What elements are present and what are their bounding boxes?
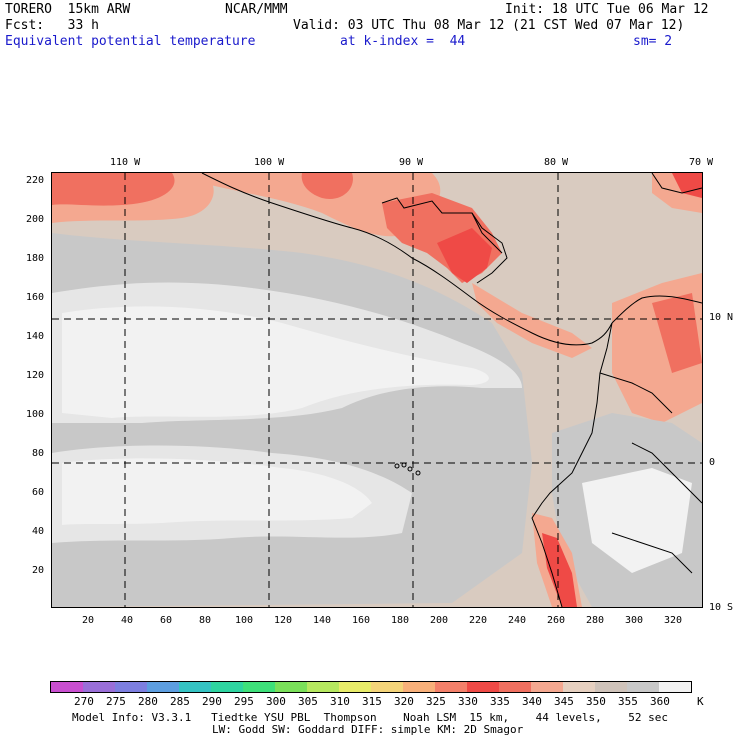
- y-tick: 20: [32, 565, 45, 576]
- y-tick: 60: [32, 487, 45, 498]
- x-tick: 60: [160, 615, 173, 626]
- colorbar-swatch: [179, 682, 211, 692]
- colorbar-label: 360: [650, 695, 670, 708]
- colorbar-label: 290: [202, 695, 222, 708]
- x-tick: 120: [274, 615, 293, 626]
- lat-label-0: 0: [709, 457, 716, 468]
- organization: NCAR/MMM: [225, 2, 288, 17]
- colorbar-label: 330: [458, 695, 478, 708]
- colorbar-label: 275: [106, 695, 126, 708]
- colorbar-swatch: [403, 682, 435, 692]
- colorbar-label: 295: [234, 695, 254, 708]
- colorbar-swatch: [307, 682, 339, 692]
- colorbar-swatch: [243, 682, 275, 692]
- colorbar-swatch: [467, 682, 499, 692]
- x-tick: 80: [199, 615, 212, 626]
- x-tick: 220: [469, 615, 488, 626]
- colorbar-swatch: [51, 682, 83, 692]
- equivalent-potential-temperature-field: [52, 173, 702, 607]
- x-tick: 140: [313, 615, 332, 626]
- colorbar-label: 280: [138, 695, 158, 708]
- x-tick: 300: [625, 615, 644, 626]
- x-tick: 240: [508, 615, 527, 626]
- colorbar-label: 320: [394, 695, 414, 708]
- colorbar-unit: K: [697, 695, 704, 708]
- colorbar-label: 285: [170, 695, 190, 708]
- y-tick: 160: [26, 292, 45, 303]
- lon-label-80w: 80 W: [544, 157, 569, 168]
- valid-time: Valid: 03 UTC Thu 08 Mar 12 (21 CST Wed …: [293, 18, 685, 33]
- colorbar-swatch: [531, 682, 563, 692]
- colorbar-label: 325: [426, 695, 446, 708]
- x-tick: 40: [121, 615, 134, 626]
- colorbar-swatch: [563, 682, 595, 692]
- colorbar-swatch: [595, 682, 627, 692]
- x-tick: 280: [586, 615, 605, 626]
- colorbar-label: 305: [298, 695, 318, 708]
- lat-label-10n: 10 N: [709, 312, 734, 323]
- colorbar-label: 340: [522, 695, 542, 708]
- level-info: at k-index = 44: [340, 34, 466, 49]
- colorbar-swatch: [147, 682, 179, 692]
- smoothing-info: sm= 2: [633, 34, 673, 49]
- x-tick: 160: [352, 615, 371, 626]
- init-time: Init: 18 UTC Tue 06 Mar 12: [505, 2, 709, 17]
- y-tick: 180: [26, 253, 45, 264]
- colorbar-swatch: [275, 682, 307, 692]
- lon-label-70w: 70 W: [689, 157, 714, 168]
- colorbar-swatch: [659, 682, 691, 692]
- colorbar-swatch: [211, 682, 243, 692]
- y-tick: 120: [26, 370, 45, 381]
- colorbar-swatch: [371, 682, 403, 692]
- y-tick: 80: [32, 448, 45, 459]
- model-info-line1: Model Info: V3.3.1 Tiedtke YSU PBL Thomp…: [72, 711, 669, 724]
- colorbar-label: 335: [490, 695, 510, 708]
- model-title: TORERO 15km ARW: [5, 2, 131, 17]
- colorbar-swatch: [115, 682, 147, 692]
- y-tick: 200: [26, 214, 45, 225]
- colorbar-swatch: [435, 682, 467, 692]
- lon-label-100w: 100 W: [254, 157, 285, 168]
- field-name: Equivalent potential temperature: [5, 34, 256, 49]
- y-tick: 140: [26, 331, 45, 342]
- y-tick: 100: [26, 409, 45, 420]
- colorbar-label: 315: [362, 695, 382, 708]
- colorbar-swatch: [499, 682, 531, 692]
- lat-label-10s: 10 S: [709, 602, 734, 613]
- x-tick: 180: [391, 615, 410, 626]
- colorbar-label: 350: [586, 695, 606, 708]
- lon-label-110w: 110 W: [110, 157, 141, 168]
- colorbar-label: 355: [618, 695, 638, 708]
- colorbar-swatch: [627, 682, 659, 692]
- x-tick: 20: [82, 615, 95, 626]
- colorbar-label: 300: [266, 695, 286, 708]
- x-tick: 320: [664, 615, 683, 626]
- colorbar-label: 270: [74, 695, 94, 708]
- colorbar-label: 345: [554, 695, 574, 708]
- colorbar: [50, 681, 692, 693]
- colorbar-swatch: [339, 682, 371, 692]
- colorbar-swatch: [83, 682, 115, 692]
- x-tick: 100: [235, 615, 254, 626]
- colorbar-label: 310: [330, 695, 350, 708]
- lon-label-90w: 90 W: [399, 157, 424, 168]
- x-tick: 260: [547, 615, 566, 626]
- y-tick: 220: [26, 175, 45, 186]
- y-tick: 40: [32, 526, 45, 537]
- map-panel: [51, 172, 703, 608]
- model-info-line2: LW: Godd SW: Goddard DIFF: simple KM: 2D…: [212, 723, 524, 736]
- forecast-hour: Fcst: 33 h: [5, 18, 99, 33]
- x-tick: 200: [430, 615, 449, 626]
